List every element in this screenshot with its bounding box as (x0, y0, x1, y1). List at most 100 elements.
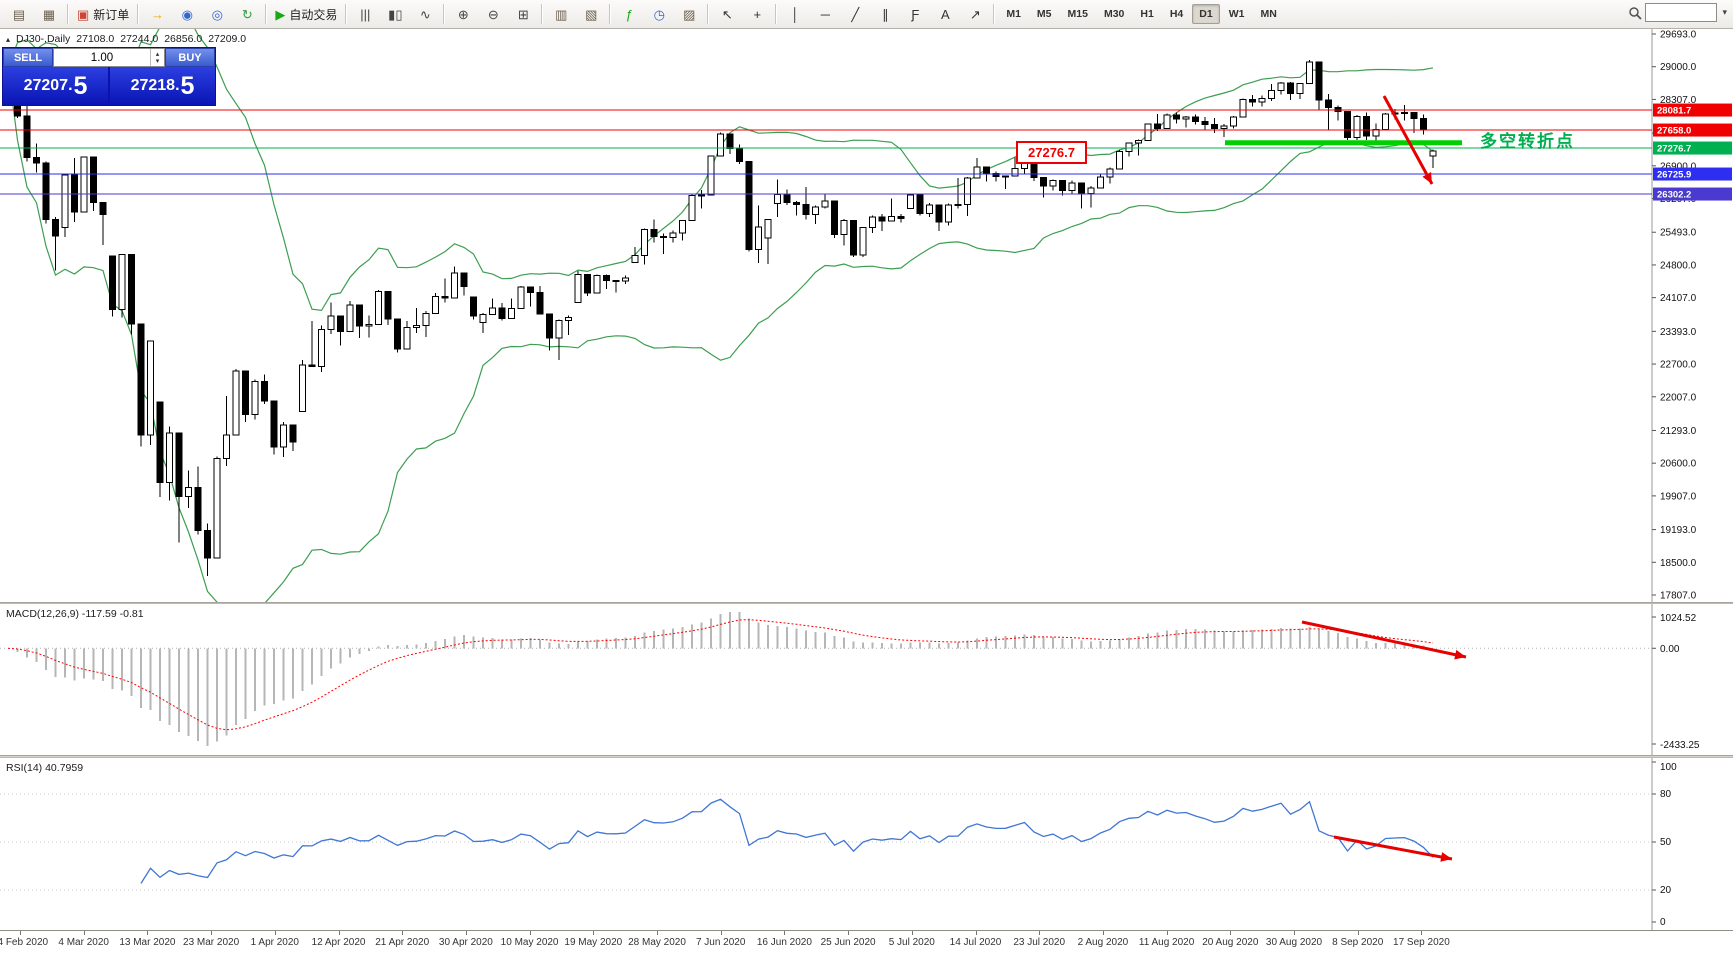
toolbar-separator (775, 4, 778, 24)
timeframe-m1[interactable]: M1 (1006, 8, 1021, 20)
buy-price[interactable]: 27218. 5 (110, 67, 215, 105)
svg-text:26725.9: 26725.9 (1657, 170, 1691, 181)
sell-price[interactable]: 27207. 5 (3, 67, 108, 105)
rsi-canvas[interactable]: 100 80 50 20 0 (0, 758, 1733, 930)
time-axis-label: 14 Jul 2020 (949, 937, 1002, 948)
indicators-add-icon-glyph: ƒ (625, 6, 633, 22)
sell-price-main: 27207. (23, 77, 73, 94)
timeframe-m15[interactable]: M15 (1067, 8, 1088, 20)
zoom-in-icon-glyph: ⊕ (457, 6, 469, 22)
cascade-windows-icon-glyph: ▧ (585, 6, 598, 22)
timeframe-m5[interactable]: M5 (1036, 8, 1052, 20)
search-icon[interactable] (1628, 6, 1643, 20)
price-callout-label[interactable]: 27276.7 (1016, 141, 1087, 164)
svg-text:23393.0: 23393.0 (1660, 327, 1697, 338)
time-axis-tick (529, 931, 531, 935)
volume-value[interactable]: 1.00 (90, 51, 114, 64)
svg-text:26302.2: 26302.2 (1657, 190, 1691, 201)
search-dropdown-icon[interactable]: ▾ (1722, 7, 1727, 17)
candlestick-chart-icon[interactable]: ▮▯ (381, 2, 409, 26)
time-axis-tick (402, 931, 404, 935)
zoom-out-icon-glyph: ⊖ (487, 6, 499, 22)
rsi-trend-arrow[interactable] (1333, 835, 1453, 862)
svg-text:25493.0: 25493.0 (1660, 228, 1697, 239)
svg-text:17807.0: 17807.0 (1660, 591, 1697, 602)
autotrading-button[interactable]: ▶ 自动交易 (271, 2, 341, 26)
volume-field[interactable]: 1.00 ▴ ▾ (53, 48, 165, 67)
new-chart-icon-glyph: ▤ (12, 6, 26, 22)
buy-button[interactable]: BUY (165, 48, 215, 67)
new-chart-icon[interactable]: ▤ (5, 2, 33, 26)
svg-text:20600.0: 20600.0 (1660, 459, 1697, 470)
timeframe-w1[interactable]: W1 (1228, 8, 1245, 20)
search-input[interactable] (1645, 3, 1718, 22)
svg-text:19907.0: 19907.0 (1660, 491, 1697, 502)
time-axis-tick (1039, 931, 1041, 935)
macd-trend-arrow[interactable] (1301, 620, 1467, 660)
line-chart-icon[interactable]: ∿ (411, 2, 439, 26)
periods-icon[interactable]: ◷ (645, 2, 673, 26)
volume-spinner[interactable]: ▴ ▾ (150, 49, 164, 66)
volume-down-icon[interactable]: ▾ (155, 57, 160, 65)
arrows-tool-icon[interactable]: ↗ (961, 2, 989, 26)
toolbar-separator (443, 4, 446, 24)
turning-point-text-label[interactable]: 多空转折点 (1480, 132, 1575, 151)
macd-canvas[interactable]: 1024.52 0.00 -2433.25 (0, 604, 1733, 755)
time-axis-tick (848, 931, 850, 935)
macd-axis[interactable]: 1024.52 0.00 -2433.25 (1652, 613, 1700, 751)
tile-windows-icon[interactable]: ▥ (547, 2, 575, 26)
rsi-levels (0, 793, 1652, 891)
text-tool-icon[interactable]: A (931, 2, 959, 26)
data-window-icon[interactable]: ◉ (173, 2, 201, 26)
zoom-out-icon[interactable]: ⊖ (479, 2, 507, 26)
refresh-icon[interactable]: ↻ (233, 2, 261, 26)
new-order-button[interactable]: ▣ 新订单 (73, 2, 133, 26)
macd-histogram (16, 612, 1434, 746)
candles[interactable] (4, 55, 1437, 576)
cursor-icon[interactable]: ↖ (713, 2, 741, 26)
toolbar-separator (137, 4, 140, 24)
toolbar-separator (707, 4, 710, 24)
cursor-icon-glyph: ↖ (721, 6, 733, 22)
svg-text:80: 80 (1660, 789, 1672, 800)
svg-text:27658.0: 27658.0 (1657, 126, 1691, 137)
templates-icon[interactable]: ▨ (675, 2, 703, 26)
navigator-icon[interactable]: ◎ (203, 2, 231, 26)
toolbar-groups: ▤ ▦ ▣ 新订单 → ◉ ◎ ↻ ▶ 自动交易 ||| ▮▯ ∿ ⊕ ⊖ ⊞ ▥ ▧ ƒ ◷ ▨ ↖ + │ ─ ╱ ∥ Ƒ A ↗ (4, 2, 990, 26)
sell-button[interactable]: SELL (3, 48, 53, 67)
crosshair-icon[interactable]: + (743, 2, 771, 26)
trend-arrow[interactable] (1382, 95, 1434, 185)
trendline-icon[interactable]: ╱ (841, 2, 869, 26)
time-axis[interactable]: 24 Feb 2020 4 Mar 2020 13 Mar 2020 23 Mar 2… (0, 930, 1733, 955)
timeframe-h4[interactable]: H4 (1169, 8, 1184, 20)
zoom-in-icon[interactable]: ⊕ (449, 2, 477, 26)
bar-chart-icon[interactable]: ||| (351, 2, 379, 26)
svg-text:100: 100 (1660, 762, 1677, 773)
cascade-windows-icon[interactable]: ▧ (577, 2, 605, 26)
rsi-axis[interactable]: 100 80 50 20 0 (1652, 761, 1677, 928)
grid-icon[interactable]: ⊞ (509, 2, 537, 26)
panel-splitter[interactable] (0, 755, 1733, 758)
channel-icon[interactable]: ∥ (871, 2, 899, 26)
panel-splitter[interactable] (0, 602, 1733, 604)
fibonacci-icon[interactable]: Ƒ (901, 2, 929, 26)
main-chart-canvas[interactable]: 29693.029000.028307.027593.026900.026207… (0, 29, 1733, 602)
horizontal-lines[interactable]: 28081.7 27658.0 27276.7 26725.9 26302.2 (0, 103, 1732, 201)
volume-up-icon[interactable]: ▴ (155, 50, 160, 58)
market-watch-icon[interactable]: → (143, 2, 171, 26)
indicators-add-icon[interactable]: ƒ (615, 2, 643, 26)
timeframe-d1[interactable]: D1 (1192, 4, 1220, 24)
time-axis-tick (147, 931, 149, 935)
timeframe-m30[interactable]: M30 (1103, 8, 1125, 20)
horizontal-line-icon[interactable]: ─ (811, 2, 839, 26)
time-axis-label: 7 Jun 2020 (695, 937, 746, 948)
macd-indicator-label: MACD(12,26,9) -117.59 -0.81 (6, 608, 144, 620)
timeframe-mn[interactable]: MN (1260, 8, 1277, 20)
vertical-line-icon[interactable]: │ (781, 2, 809, 26)
timeframe-h1[interactable]: H1 (1140, 8, 1154, 20)
chart-profiles-icon[interactable]: ▦ (35, 2, 63, 26)
channel-icon-glyph: ∥ (882, 6, 889, 22)
time-axis-label: 13 Mar 2020 (119, 937, 176, 948)
svg-text:1024.52: 1024.52 (1660, 613, 1697, 624)
rsi-indicator-label: RSI(14) 40.7959 (6, 762, 84, 774)
